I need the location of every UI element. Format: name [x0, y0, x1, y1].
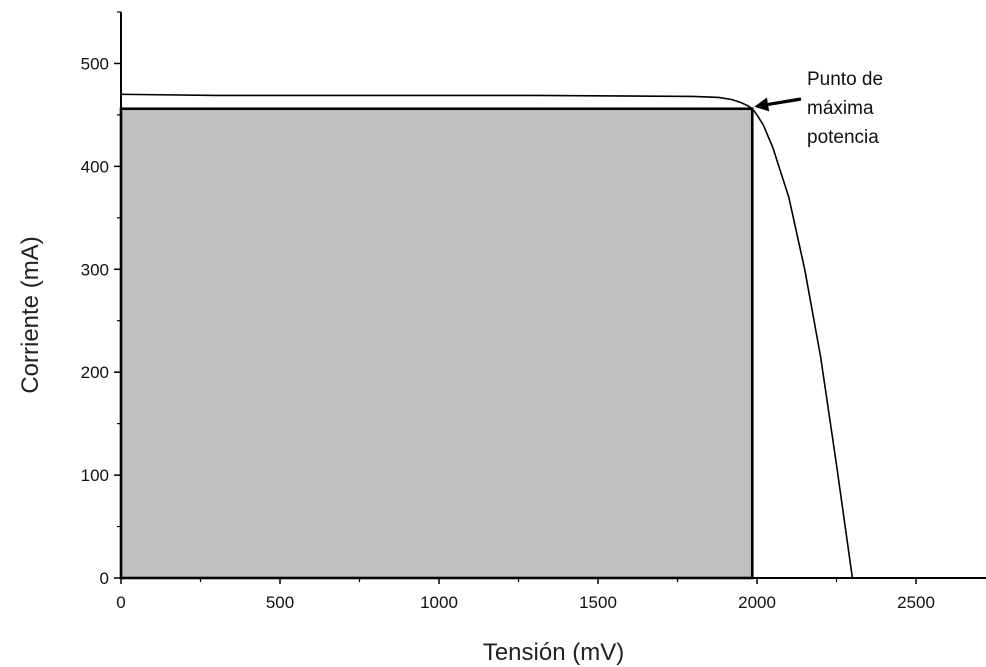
- x-axis-title: Tensión (mV): [483, 639, 624, 666]
- x-tick-label: 500: [266, 593, 294, 612]
- x-tick-label: 1500: [579, 593, 617, 612]
- x-tick-label: 1000: [420, 593, 458, 612]
- iv-curve-line: [120, 93, 854, 579]
- max-power-rectangle: [119, 107, 754, 580]
- y-tick-label: 200: [81, 363, 109, 382]
- y-axis-title: Corriente (mA): [17, 236, 44, 393]
- annotation-line-2: máxima: [807, 98, 874, 119]
- annotation-line-1: Punto de: [807, 69, 883, 90]
- tick-labels: 0 500 1000 1500 2000 2500 0 100 200 300 400 500: [81, 54, 935, 612]
- x-tick-label: 0: [116, 593, 125, 612]
- y-tick-label: 0: [100, 569, 109, 588]
- x-tick-label: 2000: [738, 593, 776, 612]
- annotation-line-3: potencia: [807, 127, 879, 148]
- y-tick-label: 500: [81, 54, 109, 73]
- annotation-arrow-line: [767, 97, 802, 107]
- annotation-arrow-head: [754, 97, 770, 112]
- y-tick-label: 300: [81, 260, 109, 279]
- max-power-annotation: Punto de máxima potencia: [754, 69, 883, 148]
- x-tick-label: 2500: [897, 593, 935, 612]
- y-tick-label: 400: [81, 157, 109, 176]
- y-tick-label: 100: [81, 466, 109, 485]
